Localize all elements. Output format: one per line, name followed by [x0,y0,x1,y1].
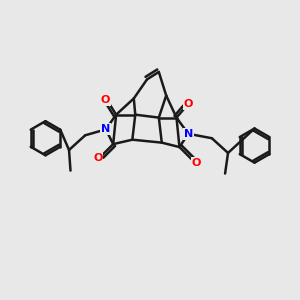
Text: O: O [191,158,201,168]
Text: N: N [184,129,193,139]
Text: O: O [184,99,193,110]
Text: O: O [100,95,110,105]
Text: N: N [101,124,110,134]
Text: O: O [93,153,103,163]
